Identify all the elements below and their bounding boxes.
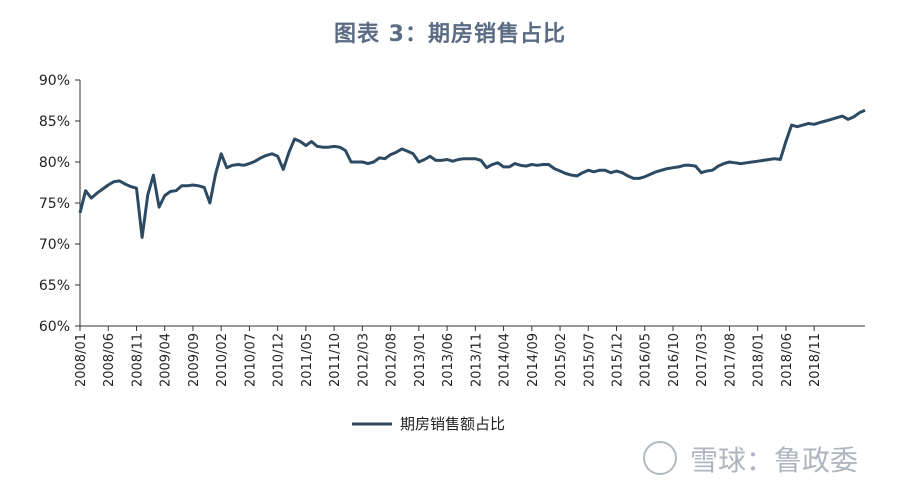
watermark: 雪球：鲁政委 xyxy=(643,441,858,477)
x-tick-label: 2010/02 xyxy=(215,333,230,387)
x-tick-label: 2011/05 xyxy=(300,333,315,387)
x-axis-ticks: 2008/01 2008/06 2008/11 2009/04 2009/09 2010/… xyxy=(74,326,823,387)
snowball-logo xyxy=(643,441,677,475)
x-tick-label: 2015/02 xyxy=(554,333,569,387)
x-tick-label: 2010/07 xyxy=(243,333,258,387)
axes xyxy=(79,80,865,327)
x-tick-label: 2018/01 xyxy=(752,333,767,387)
x-tick-label: 2009/09 xyxy=(187,333,202,387)
x-tick-label: 2017/08 xyxy=(723,333,738,387)
watermark-text: 雪球：鲁政委 xyxy=(690,444,858,477)
x-tick-label: 2014/04 xyxy=(498,333,513,387)
x-tick-label: 2015/12 xyxy=(611,333,626,387)
legend-label: 期房销售额占比 xyxy=(400,415,505,433)
y-axis-ticks: 60% 65% 70% 75% 80% 85% 90% xyxy=(39,73,80,335)
x-tick-label: 2018/06 xyxy=(780,333,795,387)
x-tick-label: 2010/12 xyxy=(272,333,287,387)
y-tick-label: 60% xyxy=(39,319,70,335)
x-tick-label: 2014/09 xyxy=(526,333,541,387)
x-tick-label: 2013/11 xyxy=(469,333,484,387)
x-tick-label: 2013/01 xyxy=(413,333,428,387)
x-tick-label: 2008/01 xyxy=(74,333,89,387)
y-tick-label: 75% xyxy=(39,196,70,212)
y-tick-label: 80% xyxy=(39,155,70,171)
y-tick-label: 70% xyxy=(39,237,70,253)
x-tick-label: 2011/10 xyxy=(328,333,343,387)
legend: 期房销售额占比 xyxy=(352,415,505,433)
x-tick-label: 2012/03 xyxy=(356,333,371,387)
y-tick-label: 65% xyxy=(39,278,70,294)
x-tick-label: 2009/04 xyxy=(159,333,174,387)
y-tick-label: 90% xyxy=(39,73,70,89)
x-tick-label: 2008/06 xyxy=(102,333,117,387)
x-tick-label: 2018/11 xyxy=(808,333,823,387)
x-tick-label: 2013/06 xyxy=(441,333,456,387)
x-tick-label: 2008/11 xyxy=(130,333,145,387)
x-tick-label: 2017/03 xyxy=(695,333,710,387)
x-tick-label: 2012/08 xyxy=(385,333,400,387)
x-tick-label: 2015/07 xyxy=(582,333,597,387)
chart-title: 图表 3：期房销售占比 xyxy=(334,22,566,47)
x-tick-label: 2016/05 xyxy=(639,333,654,387)
series-line-presale-share xyxy=(78,108,866,239)
x-tick-label: 2016/10 xyxy=(667,333,682,387)
y-tick-label: 85% xyxy=(39,114,70,130)
